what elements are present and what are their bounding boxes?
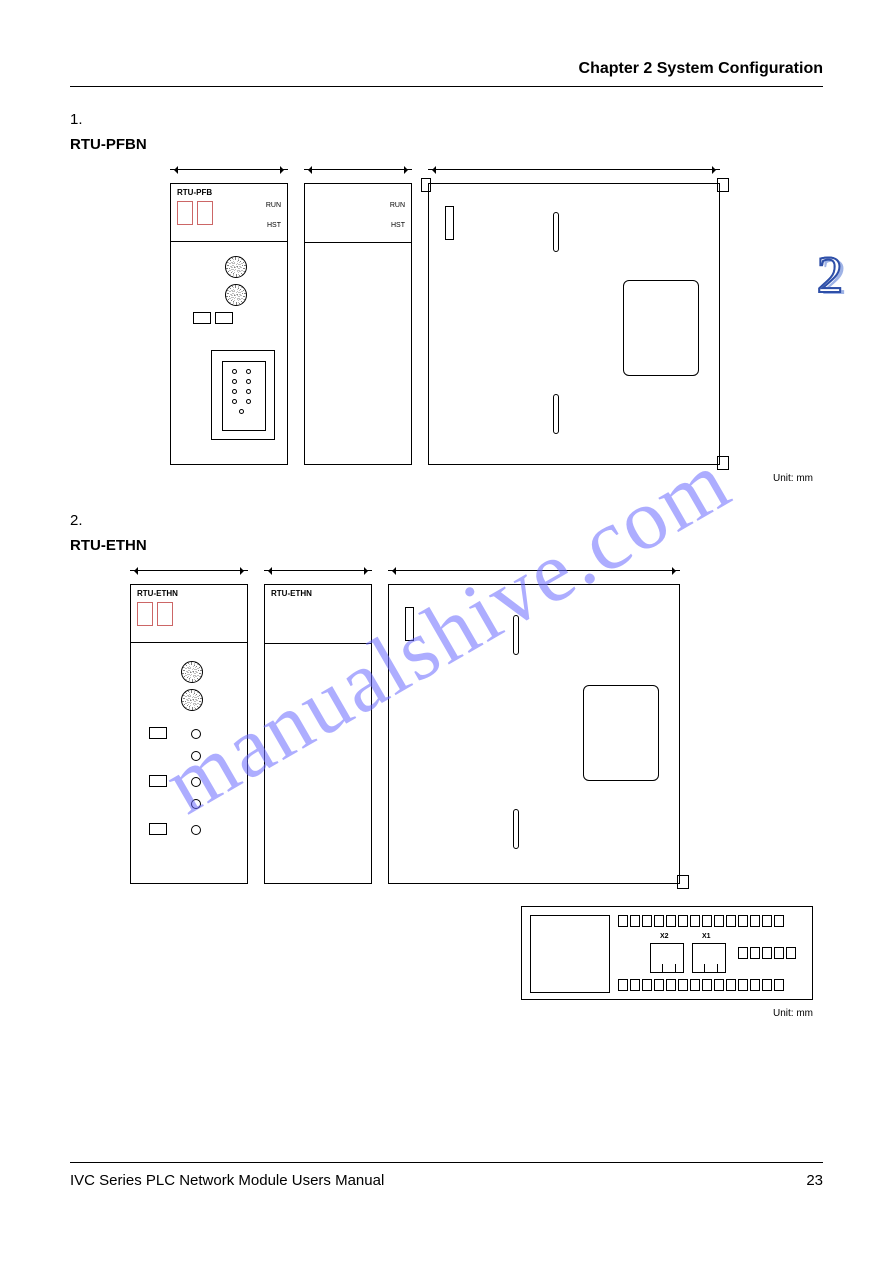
model-label-a: RTU-PFB xyxy=(177,188,281,197)
footer-manual-title: IVC Series PLC Network Module Users Manu… xyxy=(70,1172,384,1189)
back-panel-icon xyxy=(583,685,659,781)
front-view-b: RTU-ETHN xyxy=(130,584,248,884)
notch-icon xyxy=(445,206,454,240)
side-hst-label: HST xyxy=(391,222,405,229)
slot-icon xyxy=(513,809,519,849)
unit-text-a: Unit: mm xyxy=(70,473,813,484)
section-rtu-ethn: 2. RTU-ETHN RTU-ETHN xyxy=(70,512,823,1019)
chapter-badge: 2 2 2 xyxy=(809,234,869,313)
dim-side-a xyxy=(304,169,412,170)
figure-a-row: RTU-PFB RUN HST xyxy=(170,165,823,465)
section-b-number: 2. xyxy=(70,512,823,529)
led-icon xyxy=(191,799,201,809)
run-label: RUN xyxy=(266,202,281,209)
rotary-switch-icon xyxy=(225,256,247,278)
small-port-icon xyxy=(149,775,167,787)
side-run-label: RUN xyxy=(390,202,405,209)
seven-seg-display-b xyxy=(137,602,241,626)
section-a-title: RTU-PFBN xyxy=(70,136,823,153)
section-rtu-pfbn: 1. RTU-PFBN RTU-PFB RUN HST xyxy=(70,111,823,484)
rotary-switch-icon xyxy=(181,661,203,683)
slot-icon xyxy=(553,212,559,252)
slot-icon xyxy=(553,394,559,434)
dim-front-b xyxy=(130,570,248,571)
vent-row-icon xyxy=(738,947,796,959)
vent-row-icon xyxy=(618,915,784,927)
front-view-a: RTU-PFB RUN HST xyxy=(170,183,288,465)
rotary-switch-icon xyxy=(225,284,247,306)
dim-front-a xyxy=(170,169,288,170)
digit-icon xyxy=(137,602,153,626)
small-port-icon xyxy=(149,823,167,835)
led-icon xyxy=(191,729,201,739)
port-label-x1: X1 xyxy=(702,933,711,940)
rotary-switch-icon xyxy=(181,689,203,711)
small-port-icon xyxy=(215,312,233,324)
unit-text-b: Unit: mm xyxy=(70,1008,813,1019)
back-view-b xyxy=(388,584,680,884)
footer-page-number: 23 xyxy=(806,1172,823,1189)
model-label-b: RTU-ETHN xyxy=(137,589,241,598)
vent-panel-icon xyxy=(530,915,610,993)
footer-rule xyxy=(70,1162,823,1163)
side-model-label-b: RTU-ETHN xyxy=(271,589,312,598)
bottom-view-b: X2 X1 xyxy=(521,906,813,1000)
header-rule xyxy=(70,86,823,87)
dim-back-b xyxy=(388,570,680,571)
back-panel-icon xyxy=(623,280,699,376)
slot-icon xyxy=(513,615,519,655)
header-title: Chapter 2 System Configuration xyxy=(70,60,823,78)
chapter-number-front-icon: 2 xyxy=(817,247,843,304)
digit-icon xyxy=(177,201,193,225)
figure-b-row: RTU-ETHN xyxy=(130,566,823,884)
notch-icon xyxy=(405,607,414,641)
led-icon xyxy=(191,777,201,787)
back-view-a xyxy=(428,183,720,465)
rj45-port-icon xyxy=(650,943,684,973)
section-a-number: 1. xyxy=(70,111,823,128)
dim-back-a xyxy=(428,169,720,170)
side-view-a: RUN HST xyxy=(304,183,412,465)
small-port-icon xyxy=(149,727,167,739)
figure-b-bottom-row: X2 X1 xyxy=(70,906,813,1000)
section-b-title: RTU-ETHN xyxy=(70,537,823,554)
db9-connector-icon xyxy=(211,350,275,440)
vent-row-icon xyxy=(618,979,784,991)
rj45-port-icon xyxy=(692,943,726,973)
digit-icon xyxy=(157,602,173,626)
side-view-b: RTU-ETHN xyxy=(264,584,372,884)
led-icon xyxy=(191,751,201,761)
dim-side-b xyxy=(264,570,372,571)
digit-icon xyxy=(197,201,213,225)
port-label-x2: X2 xyxy=(660,933,669,940)
small-port-icon xyxy=(193,312,211,324)
hst-label: HST xyxy=(267,222,281,229)
led-icon xyxy=(191,825,201,835)
